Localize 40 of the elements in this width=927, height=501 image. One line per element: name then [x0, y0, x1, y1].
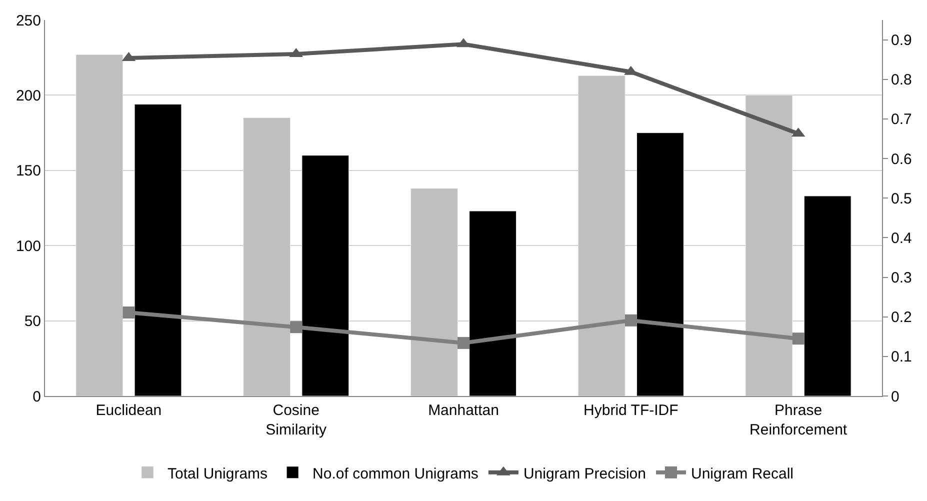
y2-tick-label: 0.5: [891, 190, 912, 208]
y2-tick-label: 0.9: [891, 32, 912, 50]
bar: [134, 104, 182, 396]
y2-tick-label: 0.1: [891, 348, 912, 366]
point: [122, 306, 135, 318]
point: [458, 336, 470, 349]
bar: [804, 196, 852, 396]
y-tick-label: 250: [16, 12, 41, 30]
point: [290, 321, 302, 334]
y-tick-label: 100: [16, 238, 41, 255]
bar: [578, 75, 626, 396]
y2-tick-label: 0: [891, 388, 900, 406]
y2-tick-label: 0.6: [891, 150, 912, 168]
y2-tick-label: 0.2: [891, 309, 912, 326]
bar: [636, 132, 684, 396]
y-tick-label: 50: [24, 313, 41, 330]
legend-label: No.of common Unigrams: [312, 465, 478, 482]
y2-tick-label: 0.4: [891, 230, 912, 247]
bar: [745, 94, 793, 396]
x-tick-label: Phrase Reinforcement: [750, 402, 848, 438]
x-tick-label: Manhattan: [428, 402, 499, 419]
legend-label: Total Unigrams: [168, 465, 268, 482]
legend-label: Unigram Recall: [690, 465, 794, 482]
x-tick-label: Hybrid TF-IDF: [584, 402, 678, 419]
y-tick-label: 200: [16, 87, 41, 104]
point: [624, 314, 637, 326]
bar: [302, 155, 350, 396]
point: [792, 332, 804, 345]
x-tick-label: Cosine Similarity: [266, 402, 328, 438]
y2-tick-label: 0.8: [891, 72, 912, 89]
bar: [410, 188, 458, 396]
legend-label: Unigram Precision: [523, 465, 646, 482]
y2-tick-label: 0.3: [891, 270, 912, 287]
y-tick-label: 0: [32, 388, 41, 406]
x-tick-label: Euclidean: [96, 402, 162, 419]
bar: [76, 54, 124, 396]
bar: [243, 118, 290, 396]
bar: [469, 210, 516, 396]
y2-tick-label: 0.7: [891, 111, 912, 128]
y-tick-label: 150: [16, 162, 41, 180]
